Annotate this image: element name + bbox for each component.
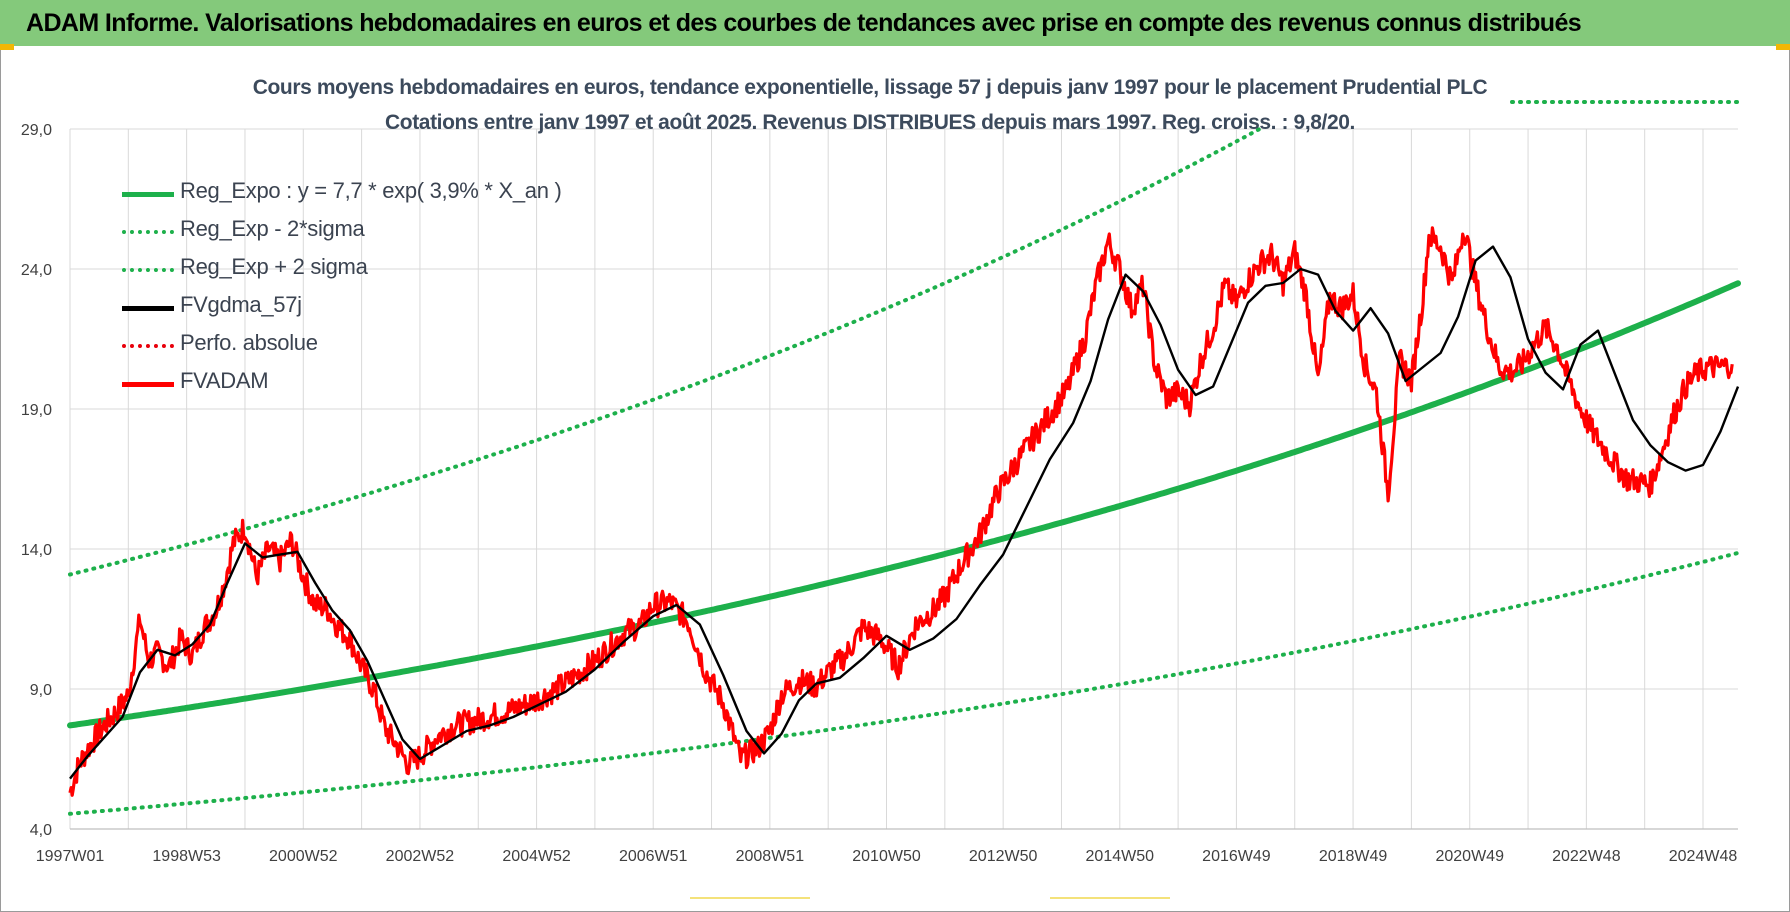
- legend-swatch: [122, 230, 174, 234]
- y-tick-label: 24,0: [21, 262, 52, 279]
- x-tick-label: 2012W50: [969, 848, 1038, 865]
- legend-label: FVADAM: [180, 368, 269, 393]
- corner-marker-right: [1776, 44, 1790, 50]
- footer-mark-right: [1050, 897, 1170, 899]
- legend-label: Perfo. absolue: [180, 330, 318, 355]
- x-tick-label: 1998W53: [152, 848, 221, 865]
- y-tick-label: 4,0: [30, 822, 52, 839]
- reg-expo-line: [67, 280, 1741, 729]
- x-tick-label: 2020W49: [1435, 848, 1504, 865]
- x-tick-label: 2014W50: [1086, 848, 1155, 865]
- legend-label: Reg_Exp + 2 sigma: [180, 254, 368, 279]
- banner: ADAM Informe. Valorisations hebdomadaire…: [0, 0, 1790, 46]
- legend-swatch: [122, 306, 174, 311]
- x-tick-label: 1997W01: [36, 848, 105, 865]
- reg-exp-minus-2sigma-line: [68, 550, 1740, 816]
- axes: 4,0 9,0 14,0 19,0 24,0 29,0 1997W01 1998W53 2000…: [21, 122, 1738, 865]
- legend-swatch: [122, 344, 174, 348]
- legend-swatch: [122, 382, 174, 387]
- chart-title: Cours moyens hebdomadaires en euros, ten…: [252, 76, 1488, 99]
- legend-swatch: [122, 192, 174, 197]
- footer-mark-left: [690, 897, 810, 899]
- x-tick-label: 2010W50: [852, 848, 921, 865]
- y-tick-label: 9,0: [30, 682, 52, 699]
- x-tick-label: 2000W52: [269, 848, 338, 865]
- x-tick-label: 2002W52: [386, 848, 455, 865]
- banner-title: ADAM Informe. Valorisations hebdomadaire…: [26, 9, 1582, 37]
- x-tick-label: 2004W52: [502, 848, 571, 865]
- y-tick-label: 19,0: [21, 402, 52, 419]
- legend-label: FVgdma_57j: [180, 292, 302, 317]
- legend-label: Reg_Expo : y = 7,7 * exp( 3,9% * X_an ): [180, 178, 562, 203]
- y-tick-label: 29,0: [21, 122, 52, 139]
- series: [67, 100, 1741, 816]
- x-tick-label: 2022W48: [1552, 848, 1621, 865]
- x-tick-label: 2024W48: [1669, 848, 1738, 865]
- fvgdma-57j-line: [69, 245, 1740, 780]
- x-tick-label: 2006W51: [619, 848, 688, 865]
- corner-marker-left: [0, 44, 14, 50]
- legend-label: Reg_Exp - 2*sigma: [180, 216, 365, 241]
- x-tick-label: 2018W49: [1319, 848, 1388, 865]
- fvadam-line: [68, 226, 1734, 797]
- chart-subtitle: Cotations entre janv 1997 et août 2025. …: [385, 111, 1355, 134]
- legend-swatch: [122, 268, 174, 272]
- x-tick-label: 2008W51: [736, 848, 805, 865]
- y-tick-label: 14,0: [21, 542, 52, 559]
- x-tick-label: 2016W49: [1202, 848, 1271, 865]
